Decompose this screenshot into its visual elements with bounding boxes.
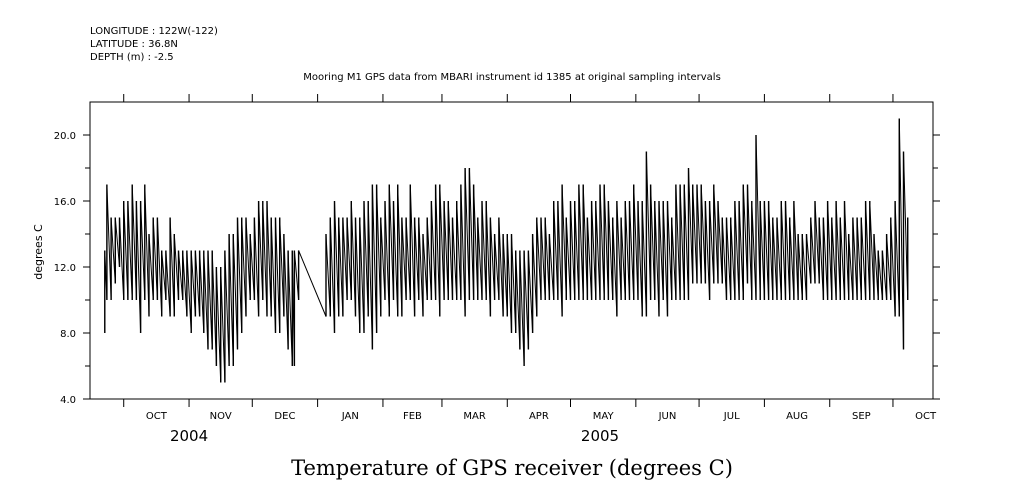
x-tick-label: NOV <box>210 411 232 422</box>
y-tick-label: 12.0 <box>54 263 76 274</box>
y-tick-label: 8.0 <box>60 329 76 340</box>
latitude-label: LATITUDE : 36.8N <box>90 39 178 50</box>
x-tick-label: JUN <box>658 411 677 422</box>
x-tick-label: DEC <box>274 411 295 422</box>
x-tick-label: FEB <box>403 411 422 422</box>
x-tick-label: APR <box>529 411 549 422</box>
year-label: 2005 <box>581 427 619 445</box>
x-tick-label: AUG <box>786 411 808 422</box>
series-line <box>104 118 909 383</box>
x-tick-label: MAR <box>463 411 485 422</box>
x-tick-label: SEP <box>852 411 871 422</box>
x-tick-label: JUL <box>723 411 740 422</box>
chart-title: Mooring M1 GPS data from MBARI instrumen… <box>303 72 721 83</box>
axis-labels: 4.0 8.0 12.0 16.0 20.0 OCT NOV DEC JAN FEB MAR APR M… <box>54 131 937 445</box>
longitude-label: LONGITUDE : 122W(-122) <box>90 26 218 37</box>
data-series <box>104 118 909 383</box>
y-tick-label: 20.0 <box>54 131 76 142</box>
year-label: 2004 <box>170 427 208 445</box>
axis-ticks <box>83 94 940 407</box>
x-tick-label: OCT <box>146 411 168 422</box>
y-axis-label: degrees C <box>32 224 45 280</box>
plot-frame <box>89 101 934 400</box>
x-tick-label: MAY <box>593 411 615 422</box>
depth-label: DEPTH (m) : -2.5 <box>90 52 174 63</box>
x-axis-title: Temperature of GPS receiver (degrees C) <box>291 456 733 480</box>
x-tick-label: JAN <box>341 411 359 422</box>
y-tick-label: 4.0 <box>60 395 76 406</box>
y-tick-label: 16.0 <box>54 197 76 208</box>
x-tick-label: OCT <box>915 411 937 422</box>
